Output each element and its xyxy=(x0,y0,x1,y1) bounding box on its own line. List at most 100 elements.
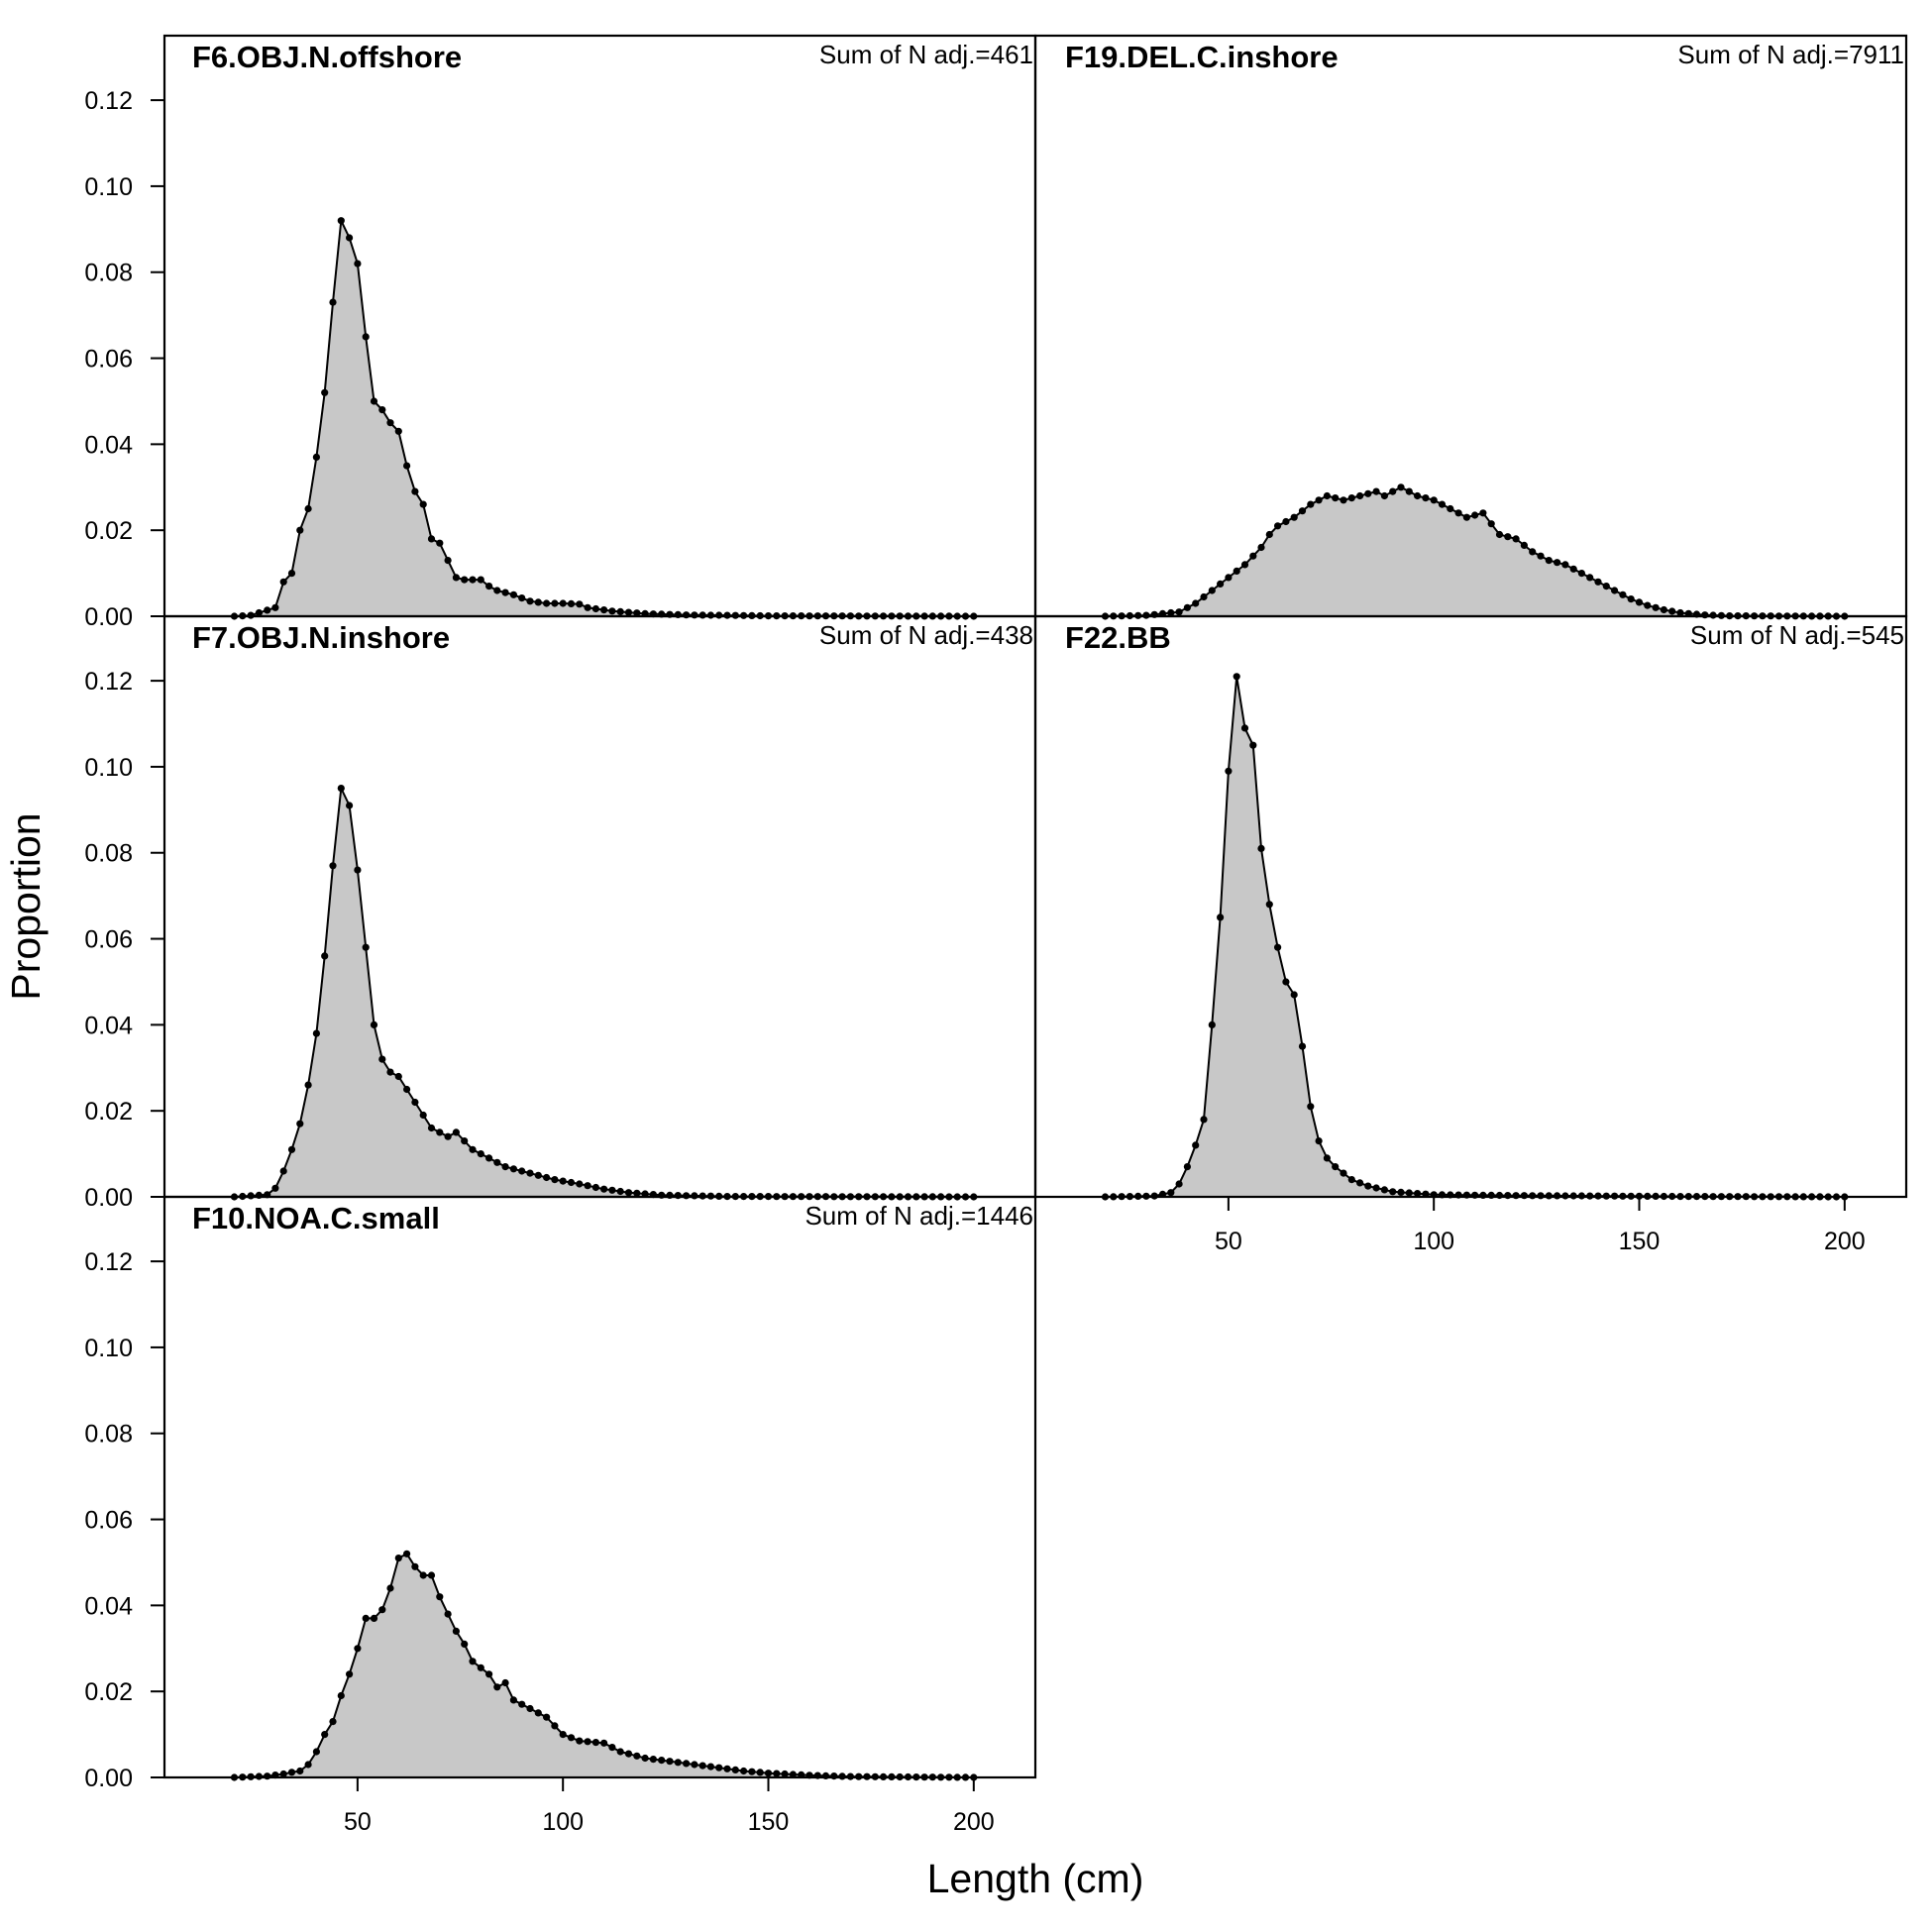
data-point xyxy=(1200,592,1208,601)
data-point xyxy=(756,1769,764,1776)
panel-f6: F6.OBJ.N.offshore Sum of N adj.=461 xyxy=(162,34,1037,620)
axes-layer: 0.00 0.02 0.04 0.06 0.08 0.10 0.12 0.00 0.02 0.04… xyxy=(84,87,1865,1836)
data-point xyxy=(534,1709,542,1717)
data-point xyxy=(337,785,345,793)
panel-frame xyxy=(162,1195,1037,1779)
data-point xyxy=(1208,587,1216,594)
panel-sum-label: Sum of N adj.=1446 xyxy=(805,1201,1033,1231)
data-point xyxy=(1167,608,1175,617)
data-point xyxy=(1265,901,1273,909)
y-tick-label: 0.08 xyxy=(84,1421,133,1449)
data-point xyxy=(370,397,378,405)
data-point xyxy=(1405,487,1413,495)
data-point xyxy=(641,1754,649,1763)
y-tick-label: 0.10 xyxy=(84,754,133,782)
data-point xyxy=(683,611,691,619)
data-point xyxy=(576,1737,584,1745)
data-point xyxy=(485,1154,493,1162)
panel-f7: F7.OBJ.N.inshore Sum of N adj.=438 xyxy=(162,614,1037,1201)
data-point xyxy=(264,606,271,614)
data-point xyxy=(1471,511,1479,519)
data-point xyxy=(674,1759,682,1767)
y-tick-label: 0.12 xyxy=(84,1248,133,1276)
data-point xyxy=(1372,487,1380,495)
data-point xyxy=(346,234,354,242)
data-point xyxy=(830,1772,838,1780)
data-point xyxy=(518,594,526,602)
panel-f22: F22.BB Sum of N adj.=545 xyxy=(1033,614,1908,1201)
y-tick-label: 0.12 xyxy=(84,668,133,696)
data-point xyxy=(501,589,509,596)
data-point xyxy=(1240,561,1249,569)
data-point xyxy=(1257,844,1265,853)
data-point xyxy=(386,1068,394,1076)
data-point xyxy=(1233,567,1240,576)
data-point xyxy=(731,1766,739,1773)
series-area xyxy=(234,220,974,616)
data-point xyxy=(1512,1192,1520,1200)
data-point xyxy=(312,1748,320,1756)
data-point xyxy=(559,1177,567,1185)
data-point xyxy=(740,1767,748,1775)
data-point xyxy=(444,557,452,565)
series-area xyxy=(1105,486,1845,616)
data-point xyxy=(1240,724,1249,732)
data-point xyxy=(1619,590,1627,598)
data-point xyxy=(1495,530,1504,539)
data-point xyxy=(403,462,411,470)
x-tick-label: 200 xyxy=(1824,1228,1866,1255)
data-point xyxy=(354,260,362,268)
data-point xyxy=(1422,494,1430,502)
data-point xyxy=(296,526,304,534)
data-point xyxy=(394,1555,402,1562)
data-point xyxy=(666,1758,674,1766)
data-point xyxy=(304,1761,312,1769)
data-point xyxy=(1635,598,1644,606)
data-point xyxy=(461,1137,469,1145)
y-axis-title: Proportion xyxy=(3,812,49,1000)
data-point xyxy=(691,1761,698,1769)
data-point xyxy=(485,583,493,590)
data-point xyxy=(576,600,584,608)
data-point xyxy=(1356,1179,1364,1187)
panel-frame xyxy=(162,614,1037,1199)
data-point xyxy=(1364,489,1372,497)
data-point xyxy=(1529,1192,1537,1200)
data-point xyxy=(616,1187,624,1196)
data-point xyxy=(1380,491,1388,500)
data-point xyxy=(477,1664,484,1671)
data-point xyxy=(1298,507,1307,515)
data-point xyxy=(1282,517,1290,526)
y-tick-label: 0.00 xyxy=(84,603,133,631)
data-point xyxy=(518,1167,526,1175)
data-point xyxy=(1479,509,1487,517)
data-point xyxy=(1298,1042,1307,1050)
data-point xyxy=(370,1614,378,1622)
y-tick-label: 0.08 xyxy=(84,260,133,287)
data-point xyxy=(584,1182,591,1190)
data-point xyxy=(1225,574,1233,582)
data-point xyxy=(1167,1189,1175,1197)
y-tick-label: 0.06 xyxy=(84,926,133,954)
data-point xyxy=(321,388,329,396)
data-point xyxy=(698,1762,706,1770)
data-point xyxy=(1183,1163,1191,1171)
data-point xyxy=(477,576,484,584)
data-point xyxy=(452,574,460,582)
data-point xyxy=(411,1562,419,1570)
data-point xyxy=(543,1713,551,1721)
panel-title: F7.OBJ.N.inshore xyxy=(192,620,450,655)
data-point xyxy=(518,1700,526,1708)
panel-sum-label: Sum of N adj.=461 xyxy=(819,40,1033,69)
data-point xyxy=(411,487,419,495)
data-point xyxy=(543,1173,551,1182)
data-point xyxy=(1512,535,1520,543)
data-point xyxy=(1644,601,1652,609)
data-point xyxy=(781,1770,789,1778)
data-point xyxy=(1233,673,1240,681)
data-point xyxy=(683,1760,691,1768)
x-tick-label: 150 xyxy=(1619,1228,1661,1255)
data-point xyxy=(608,607,616,615)
data-point xyxy=(378,1606,386,1614)
y-tick-label: 0.02 xyxy=(84,1098,133,1126)
